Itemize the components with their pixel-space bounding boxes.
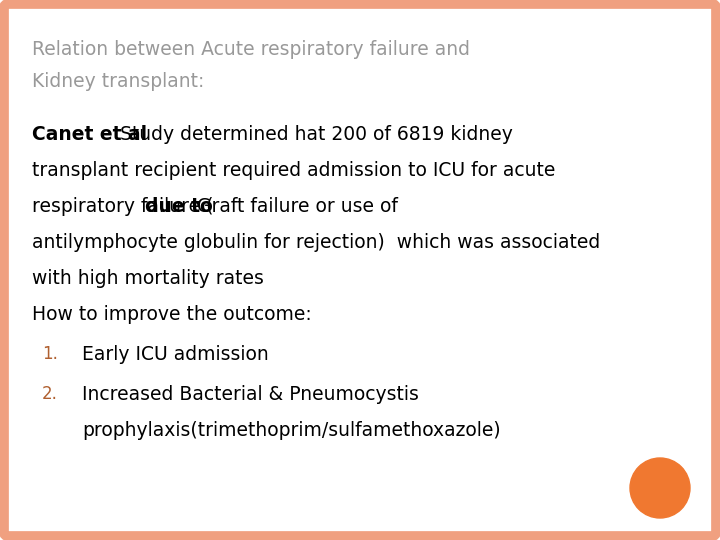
FancyBboxPatch shape [4,4,716,536]
Text: antilymphocyte globulin for rejection)  which was associated: antilymphocyte globulin for rejection) w… [32,233,600,252]
Text: How to improve the outcome:: How to improve the outcome: [32,305,312,324]
Text: prophylaxis(trimethoprim/sulfamethoxazole): prophylaxis(trimethoprim/sulfamethoxazol… [82,421,500,440]
Text: with high mortality rates: with high mortality rates [32,269,264,288]
Text: due to: due to [145,197,212,216]
Text: 1.: 1. [42,345,58,363]
Text: Study determined hat 200 of 6819 kidney: Study determined hat 200 of 6819 kidney [114,125,513,144]
Text: Kidney transplant:: Kidney transplant: [32,72,204,91]
Text: Relation between Acute respiratory failure and: Relation between Acute respiratory failu… [32,40,470,59]
Text: 2.: 2. [42,385,58,403]
Text: Canet et al: Canet et al [32,125,147,144]
Text: Graft failure or use of: Graft failure or use of [191,197,398,216]
Circle shape [630,458,690,518]
Text: Increased Bacterial & Pneumocystis: Increased Bacterial & Pneumocystis [82,385,419,404]
Text: respiratory failure (: respiratory failure ( [32,197,214,216]
Text: transplant recipient required admission to ICU for acute: transplant recipient required admission … [32,161,555,180]
Text: Early ICU admission: Early ICU admission [82,345,269,364]
